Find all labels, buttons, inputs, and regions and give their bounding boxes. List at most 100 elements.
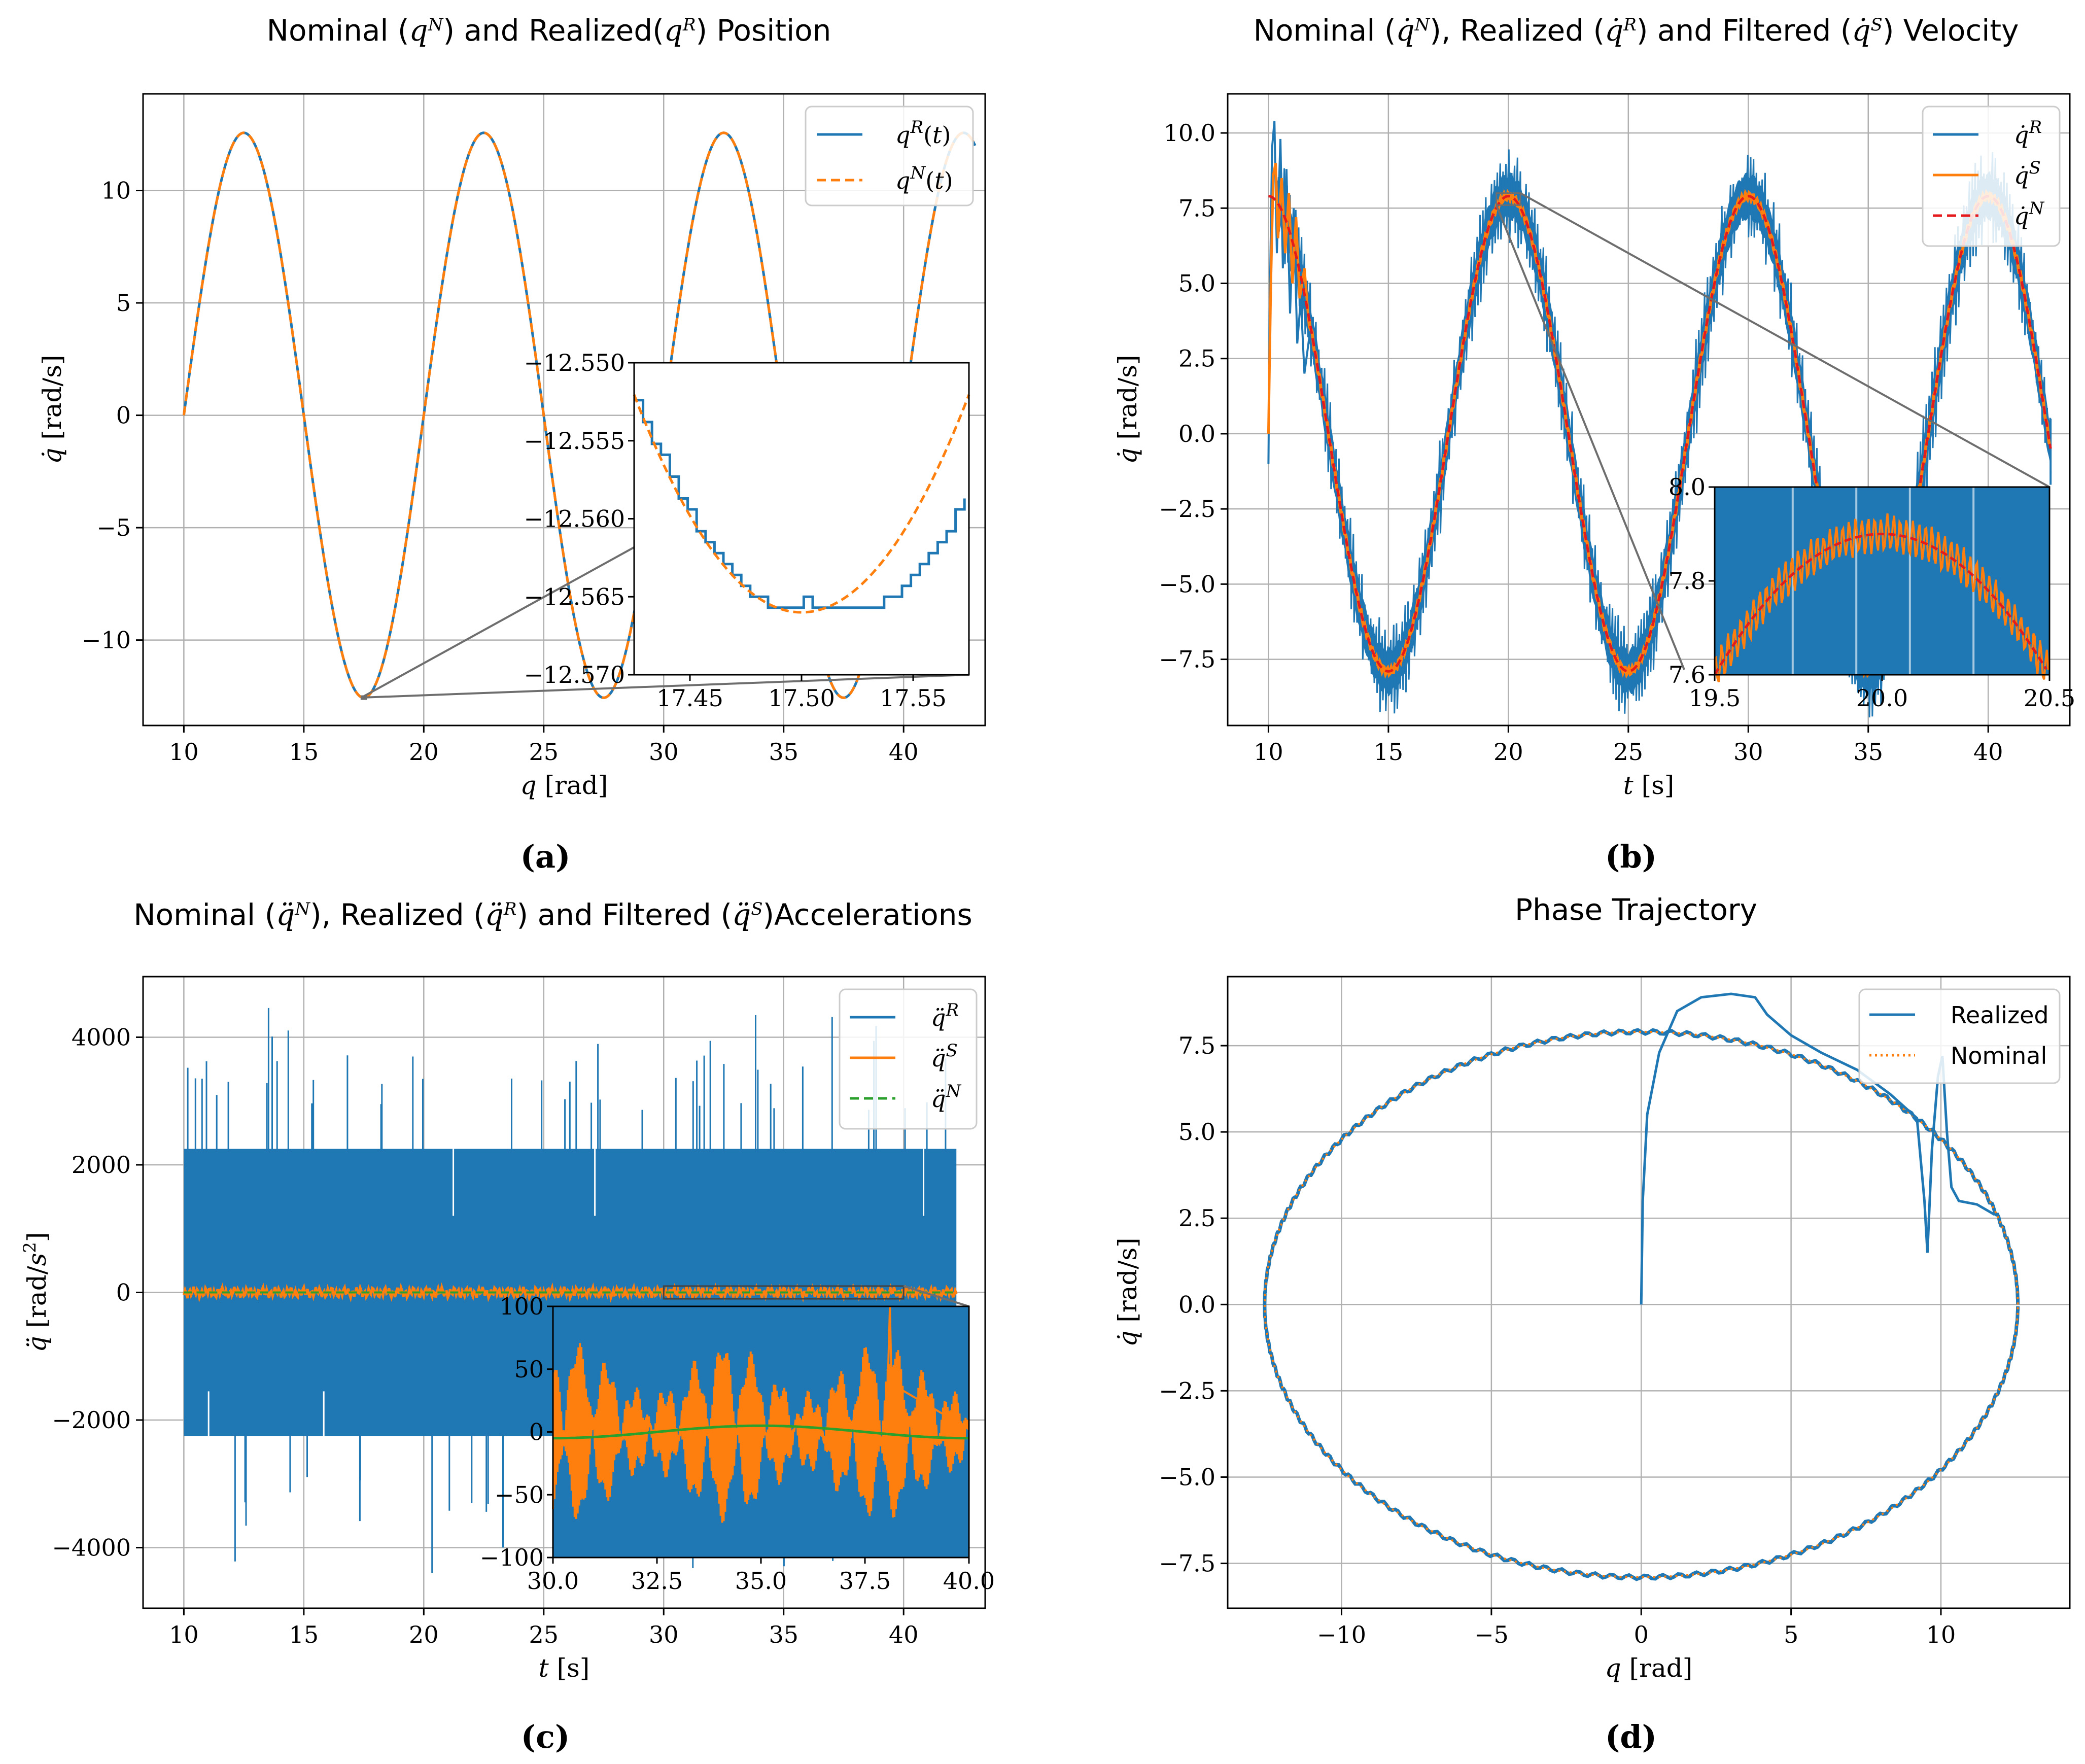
c-xtick-label: 40	[889, 1621, 919, 1648]
a-xtick-label: 30	[649, 738, 679, 766]
panel-d-axes-frame	[1227, 976, 2071, 1609]
panel-b-inset: 19.5 20.0 20.5 7.6 7.8 8.0	[1669, 473, 2075, 712]
panel-a-legend: qR(t) qN(t)	[805, 106, 974, 206]
b-ytick-label: 5.0	[1178, 270, 1215, 297]
d-ytick-label: 7.5	[1178, 1032, 1215, 1059]
c-inset-ytick-label: 50	[514, 1356, 544, 1383]
b-ytick-label: −7.5	[1159, 646, 1215, 673]
c-ytick-label: 0	[116, 1279, 131, 1306]
c-zoom-region	[663, 1285, 905, 1300]
c-xtick-label: 35	[769, 1621, 798, 1648]
panel-a-y-ticks: −10 −5 0 5 10	[82, 177, 143, 654]
d-xtick-label: 5	[1784, 1621, 1798, 1648]
legend-label-qddS: q̈S	[931, 1041, 958, 1072]
legend-label-qdS: q̇S	[2014, 158, 2041, 189]
a-xtick-label: 35	[769, 738, 798, 766]
b-ytick-label: 2.5	[1178, 345, 1215, 372]
panel-d-gridlines	[1228, 977, 2070, 1608]
d-ytick-label: 0.0	[1178, 1291, 1215, 1318]
panel-d-x-ticks: −10 −5 0 5 10	[1317, 1608, 1956, 1648]
b-inset-qdR-gap	[1972, 487, 1975, 675]
a-inset-xtick-label: 17.55	[880, 684, 947, 712]
b-zoom-region	[1496, 192, 1521, 206]
panel-a-ylabel: q̇ [rad/s]	[38, 355, 67, 464]
b-inset-xtick-label: 20.0	[1856, 684, 1908, 712]
panel-d-title: Phase Trajectory	[1515, 892, 1757, 927]
panel-d-xlabel: q [rad]	[1605, 1653, 1693, 1683]
qdR-velocity-transient	[1267, 121, 1315, 464]
b-inset-qdR-gap	[1855, 487, 1858, 675]
a-ytick-label: 5	[116, 289, 131, 317]
b-inset-ytick-label: 7.8	[1669, 567, 1706, 595]
d-xtick-label: 0	[1634, 1621, 1649, 1648]
panel-b-zoom-connectors	[1495, 192, 2050, 670]
a-ytick-label: 0	[116, 402, 131, 429]
panel-a-xlabel: q [rad]	[520, 771, 608, 800]
c-xtick-label: 15	[289, 1621, 319, 1648]
qddR-band-gap	[923, 1149, 925, 1216]
a-inset-xtick-label: 17.45	[656, 684, 723, 712]
a-inset-xtick-label: 17.50	[768, 684, 835, 712]
nominal-phase-ellipse	[1263, 1030, 2019, 1578]
a-ytick-label: −5	[96, 514, 131, 541]
c-ytick-label: −4000	[52, 1534, 131, 1562]
panel-d-ylabel: q̇ [rad/s]	[1113, 1237, 1142, 1346]
panel-c-y-ticks: −4000 −2000 0 2000 4000	[52, 1023, 143, 1562]
panel-b-label: (b)	[1605, 838, 1657, 875]
b-inset-ytick-label: 7.6	[1669, 661, 1706, 688]
c-inset-xtick-label: 35.0	[735, 1567, 787, 1595]
c-ytick-label: 4000	[72, 1023, 131, 1051]
d-ytick-label: −2.5	[1159, 1377, 1215, 1404]
legend-label-qddN: q̈N	[931, 1081, 961, 1113]
panel-b-ylabel: q̇ [rad/s]	[1113, 355, 1142, 464]
legend-label-qdN: q̇N	[2014, 198, 2044, 230]
legend-label-realized: Realized	[1951, 1001, 2049, 1029]
c-inset-qddN-line	[553, 1424, 969, 1440]
b-inset-xtick-label: 19.5	[1689, 684, 1741, 712]
panel-a-title: Nominal (qN) and Realized(qR) Position	[267, 13, 831, 48]
c-inset-ytick-label: 100	[499, 1293, 544, 1320]
a-inset-background	[634, 363, 969, 675]
b-ytick-label: 7.5	[1178, 194, 1215, 222]
c-xtick-label: 30	[649, 1621, 679, 1648]
b-inset-xtick-label: 20.5	[2024, 684, 2075, 712]
qdS-velocity-transient	[1267, 162, 1311, 434]
a-xtick-label: 15	[289, 738, 319, 766]
b-inset-qdR-gap	[1908, 487, 1911, 675]
d-xtick-label: −10	[1317, 1621, 1366, 1648]
panel-c-xlabel: t [s]	[539, 1653, 590, 1683]
panel-b-title: Nominal (q̇N), Realized (q̇R) and Filter…	[1254, 13, 2019, 48]
c-xtick-label: 10	[169, 1621, 199, 1648]
b-zoom-connector-bottom	[1495, 204, 1685, 670]
qddR-band-gap	[207, 1391, 210, 1436]
a-xtick-label: 10	[169, 738, 199, 766]
panel-d-y-ticks: −7.5 −5.0 −2.5 0.0 2.5 5.0 7.5	[1159, 1032, 1228, 1577]
b-xtick-label: 30	[1733, 738, 1763, 766]
c-zoom-connector-right	[903, 1285, 969, 1307]
panel-a-inset: 17.45 17.50 17.55 −12.550 −12.555 −12.560 −12.…	[524, 349, 970, 712]
a-zoom-connector-bottom	[361, 674, 969, 699]
c-inset-xtick-label: 30.0	[527, 1567, 579, 1595]
b-inset-qdS-line	[1714, 513, 2049, 682]
a-inset-ytick-label: −12.565	[524, 583, 626, 610]
d-xtick-label: 10	[1926, 1621, 1956, 1648]
c-inset-xtick-label: 37.5	[839, 1567, 891, 1595]
panel-a-position-chart: Nominal (qN) and Realized(qR) Position 1…	[38, 13, 986, 875]
b-zoom-connector-top	[1520, 192, 2050, 488]
b-xtick-label: 40	[1973, 738, 2003, 766]
c-inset-xtick-label: 32.5	[631, 1567, 683, 1595]
a-xtick-label: 40	[889, 738, 919, 766]
b-ytick-label: 0.0	[1178, 420, 1215, 447]
qN-position-line	[182, 131, 977, 699]
b-inset-qdN-line	[1713, 532, 2047, 676]
b-xtick-label: 25	[1614, 738, 1644, 766]
b-inset-qdR-fill	[1715, 487, 2049, 675]
a-inset-ytick-label: −12.555	[524, 427, 626, 455]
a-ytick-label: 10	[101, 177, 131, 204]
qddR-band-gap	[453, 1149, 455, 1216]
b-xtick-label: 35	[1853, 738, 1883, 766]
qdN-velocity-line	[1268, 195, 2052, 673]
panel-b-axes-frame	[1227, 93, 2071, 727]
panel-b-legend: q̇R q̇S q̇N	[1922, 106, 2061, 247]
